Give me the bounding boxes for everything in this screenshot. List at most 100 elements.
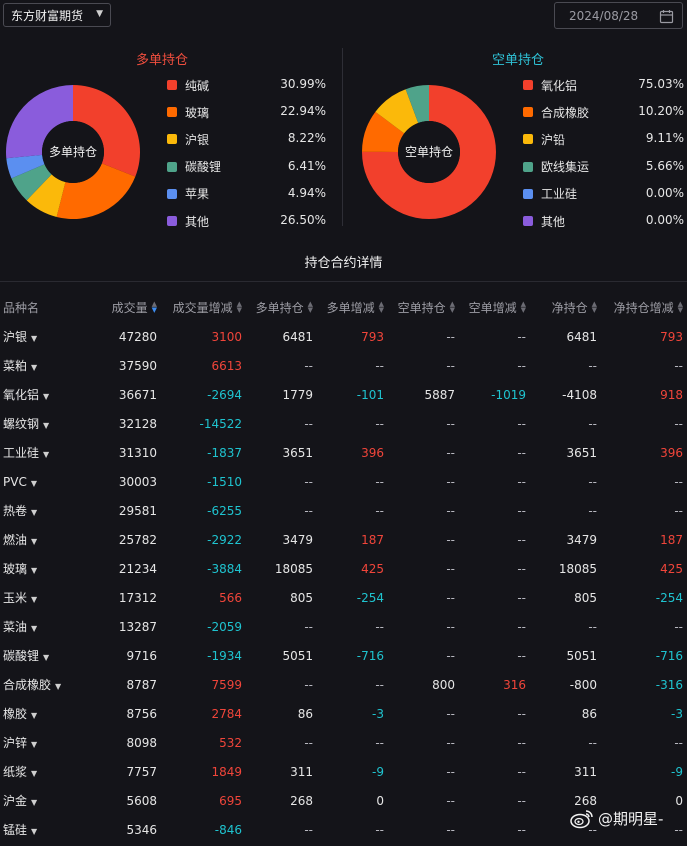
cell-col-volume-change: -846	[214, 823, 242, 837]
table-row[interactable]: 沪金 ▼ 5608 695 268 0 -- -- 268 0	[0, 787, 687, 816]
cell-col-volume: 5608	[126, 794, 157, 808]
variety-name: 玉米	[3, 591, 28, 605]
long-legend-item[interactable]: 苹果	[167, 185, 209, 203]
caret-down-icon[interactable]: ▼	[43, 392, 50, 401]
table-row[interactable]: 锰硅 ▼ 5346 -846 -- -- -- -- -- --	[0, 816, 687, 845]
top-bar: 东方财富期货 ▼ 2024/08/28	[0, 0, 687, 34]
cell-col-short-change: -1019	[491, 388, 526, 402]
cell-col-variety[interactable]: 纸浆 ▼	[3, 758, 37, 787]
cell-col-variety[interactable]: 沪银 ▼	[3, 323, 37, 352]
short-legend-item[interactable]: 欧线集运	[523, 158, 589, 176]
header-col-long-pos[interactable]: 多单持仓 ▲ ▼	[223, 299, 313, 315]
table-row[interactable]: 工业硅 ▼ 31310 -1837 3651 396 -- -- 3651 396	[0, 439, 687, 468]
caret-down-icon[interactable]: ▼	[31, 798, 38, 807]
cell-col-net-change: 187	[660, 533, 683, 547]
header-col-short-pos[interactable]: 空单持仓 ▲ ▼	[365, 299, 455, 315]
caret-down-icon[interactable]: ▼	[31, 363, 38, 372]
header-col-short-change[interactable]: 空单增减 ▲ ▼	[436, 299, 526, 315]
cell-col-variety[interactable]: 菜粕 ▼	[3, 352, 37, 381]
caret-down-icon[interactable]: ▼	[31, 711, 38, 720]
cell-col-variety[interactable]: 沪金 ▼	[3, 787, 37, 816]
caret-down-icon[interactable]: ▼	[55, 682, 62, 691]
caret-down-icon[interactable]: ▼	[31, 508, 38, 517]
cell-col-variety[interactable]: 玉米 ▼	[3, 584, 37, 613]
header-col-long-change[interactable]: 多单增减 ▲ ▼	[294, 299, 384, 315]
cell-col-long-pos: 18085	[274, 562, 313, 576]
cell-col-variety[interactable]: 橡胶 ▼	[3, 700, 37, 729]
short-legend-item[interactable]: 沪铅	[523, 130, 565, 148]
header-col-net-pos[interactable]: 净持仓 ▲ ▼	[507, 299, 597, 315]
cell-col-variety[interactable]: 锰硅 ▼	[3, 816, 37, 845]
header-col-volume[interactable]: 成交量 ▲ ▼	[67, 299, 157, 315]
caret-down-icon[interactable]: ▼	[31, 566, 38, 575]
table-row[interactable]: 玉米 ▼ 17312 566 805 -254 -- -- 805 -254	[0, 584, 687, 613]
table-row[interactable]: 纸浆 ▼ 7757 1849 311 -9 -- -- 311 -9	[0, 758, 687, 787]
short-legend-item[interactable]: 其他	[523, 212, 565, 230]
cell-col-variety[interactable]: 螺纹钢 ▼	[3, 410, 49, 439]
cell-col-variety[interactable]: 沪锌 ▼	[3, 729, 37, 758]
cell-col-variety[interactable]: 菜油 ▼	[3, 613, 37, 642]
caret-down-icon[interactable]: ▼	[31, 740, 38, 749]
table-row[interactable]: 菜油 ▼ 13287 -2059 -- -- -- -- -- --	[0, 613, 687, 642]
table-row[interactable]: 热卷 ▼ 29581 -6255 -- -- -- -- -- --	[0, 497, 687, 526]
table-row[interactable]: 氧化铝 ▼ 36671 -2694 1779 -101 5887 -1019 -4108 918	[0, 381, 687, 410]
long-legend-item[interactable]: 沪银	[167, 130, 209, 148]
caret-down-icon[interactable]: ▼	[31, 769, 38, 778]
cell-col-variety[interactable]: 燃油 ▼	[3, 526, 37, 555]
cell-col-variety[interactable]: 热卷 ▼	[3, 497, 37, 526]
caret-down-icon[interactable]: ▼	[31, 537, 38, 546]
short-legend-item[interactable]: 工业硅	[523, 185, 577, 203]
cell-col-volume-change: -1934	[207, 649, 242, 663]
table-row[interactable]: 碳酸锂 ▼ 9716 -1934 5051 -716 -- -- 5051 -716	[0, 642, 687, 671]
cell-col-volume-change: 2784	[211, 707, 242, 721]
cell-col-variety[interactable]: 合成橡胶 ▼	[3, 671, 61, 700]
table-row[interactable]: 合成橡胶 ▼ 8787 7599 -- -- 800 316 -800 -316	[0, 671, 687, 700]
long-legend-item[interactable]: 其他	[167, 212, 209, 230]
table-row[interactable]: 燃油 ▼ 25782 -2922 3479 187 -- -- 3479 187	[0, 526, 687, 555]
watermark: @期明星-	[570, 808, 663, 829]
long-legend-item[interactable]: 纯碱	[167, 76, 209, 94]
table-row[interactable]: 橡胶 ▼ 8756 2784 86 -3 -- -- 86 -3	[0, 700, 687, 729]
cell-col-short-pos: --	[446, 649, 455, 663]
short-legend-swatch	[523, 188, 533, 199]
header-col-volume-change[interactable]: 成交量增减 ▲ ▼	[152, 299, 242, 315]
long-legend-percent: 8.22%	[287, 131, 326, 146]
caret-down-icon[interactable]: ▼	[43, 450, 50, 459]
cell-col-volume-change: -6255	[207, 504, 242, 518]
broker-select[interactable]: 东方财富期货 ▼	[3, 3, 111, 27]
short-legend-percent: 9.11%	[645, 131, 684, 146]
table-row[interactable]: 玻璃 ▼ 21234 -3884 18085 425 -- -- 18085 425	[0, 555, 687, 584]
header-col-net-change[interactable]: 净持仓增减 ▲ ▼	[593, 299, 683, 315]
short-legend-percent: 10.20%	[638, 104, 684, 119]
caret-down-icon[interactable]: ▼	[31, 334, 38, 343]
long-legend-item[interactable]: 碳酸锂	[167, 158, 221, 176]
short-legend-item[interactable]: 氧化铝	[523, 76, 577, 94]
caret-down-icon[interactable]: ▼	[31, 827, 38, 836]
date-picker[interactable]: 2024/08/28	[554, 2, 683, 29]
variety-name: 碳酸锂	[3, 649, 40, 663]
caret-down-icon[interactable]: ▼	[30, 479, 37, 488]
cell-col-long-pos: 3479	[282, 533, 313, 547]
caret-down-icon[interactable]: ▼	[43, 653, 50, 662]
short-legend-item[interactable]: 合成橡胶	[523, 103, 589, 121]
sort-icon: ▲ ▼	[449, 300, 455, 314]
cell-col-variety[interactable]: PVC ▼	[3, 468, 37, 497]
caret-down-icon[interactable]: ▼	[31, 624, 38, 633]
table-row[interactable]: 菜粕 ▼ 37590 6613 -- -- -- -- -- --	[0, 352, 687, 381]
cell-col-short-change: --	[517, 649, 526, 663]
cell-col-variety[interactable]: 碳酸锂 ▼	[3, 642, 49, 671]
cell-col-variety[interactable]: 氧化铝 ▼	[3, 381, 49, 410]
caret-down-icon[interactable]: ▼	[43, 421, 50, 430]
cell-col-variety[interactable]: 工业硅 ▼	[3, 439, 49, 468]
caret-down-icon[interactable]: ▼	[31, 595, 38, 604]
table-row[interactable]: 沪锌 ▼ 8098 532 -- -- -- -- -- --	[0, 729, 687, 758]
cell-col-net-change: 425	[660, 562, 683, 576]
table-row[interactable]: 螺纹钢 ▼ 32128 -14522 -- -- -- -- -- --	[0, 410, 687, 439]
long-legend-item[interactable]: 玻璃	[167, 103, 209, 121]
cell-col-variety[interactable]: 玻璃 ▼	[3, 555, 37, 584]
table-row[interactable]: PVC ▼ 30003 -1510 -- -- -- -- -- --	[0, 468, 687, 497]
cell-col-long-change: --	[375, 417, 384, 431]
cell-col-short-pos: --	[446, 765, 455, 779]
header-label: 成交量增减	[172, 300, 233, 315]
table-row[interactable]: 沪银 ▼ 47280 3100 6481 793 -- -- 6481 793	[0, 323, 687, 352]
